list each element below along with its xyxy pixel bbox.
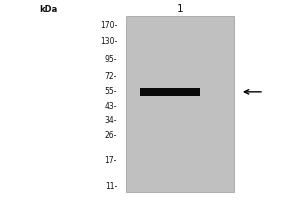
Text: 95-: 95- xyxy=(104,55,117,64)
Text: 1: 1 xyxy=(177,4,183,14)
Text: 11-: 11- xyxy=(105,182,117,191)
Text: 43-: 43- xyxy=(104,102,117,111)
Text: 55-: 55- xyxy=(104,87,117,96)
Text: 72-: 72- xyxy=(105,72,117,81)
Text: 130-: 130- xyxy=(100,37,117,46)
Text: 34-: 34- xyxy=(104,116,117,125)
Text: 17-: 17- xyxy=(105,156,117,165)
Text: 26-: 26- xyxy=(105,131,117,140)
Bar xyxy=(126,16,234,192)
Bar xyxy=(140,88,200,96)
Text: 170-: 170- xyxy=(100,21,117,30)
Text: kDa: kDa xyxy=(39,4,57,14)
